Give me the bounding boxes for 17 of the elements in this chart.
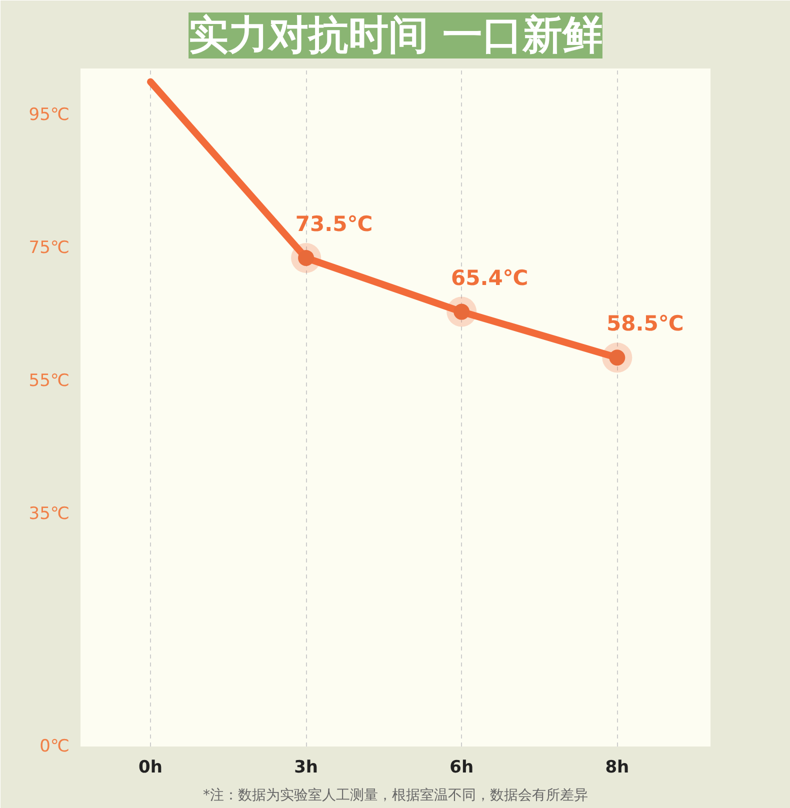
y-tick-label: 75℃ [28,238,70,258]
data-label: 65.4℃ [450,266,528,290]
point [602,342,632,373]
data-label: 58.5℃ [606,312,684,336]
x-tick-label: 3h [294,758,318,778]
point [291,242,322,273]
y-tick-label: 0℃ [40,736,70,756]
x-tick-label: 6h [450,758,474,778]
x-tick-label: 0h [138,758,162,778]
chart-title: 实力对抗时间 一口新鲜 [188,12,602,58]
y-tick-label: 95℃ [28,105,70,126]
x-tick-label: 8h [605,758,630,778]
data-label: 73.5℃ [295,212,373,236]
y-tick-label: 55℃ [28,370,70,391]
point [446,296,477,327]
text: *注：数据为实验室人工测量，根据室温不同，数据会有所差异 [203,788,588,804]
y-tick-label: 35℃ [28,504,70,524]
